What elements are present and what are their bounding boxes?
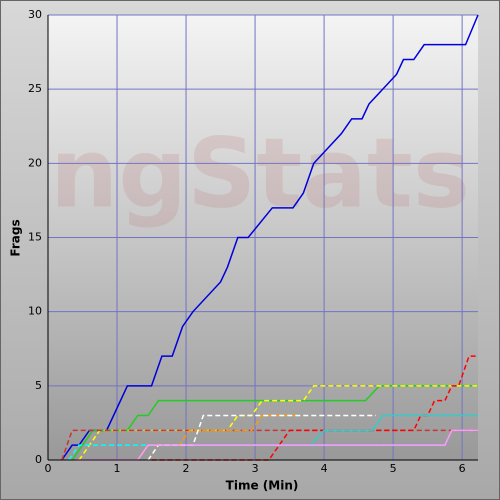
y-tick-label: 30 — [28, 8, 42, 21]
y-tick-label: 0 — [35, 453, 42, 466]
series-line — [61, 14, 479, 461]
series-line — [61, 429, 478, 461]
y-axis-label: Frags — [9, 219, 23, 256]
x-tick-label: 3 — [252, 462, 259, 475]
x-tick-label: 5 — [390, 462, 397, 475]
watermark: ngStats — [50, 117, 470, 229]
x-axis-label: Time (Min) — [226, 479, 299, 493]
y-tick-label: 5 — [35, 379, 42, 392]
y-tick-label: 10 — [28, 305, 42, 318]
y-tick-label: 25 — [28, 82, 42, 95]
x-tick-label: 4 — [321, 462, 328, 475]
series-line — [309, 414, 478, 446]
y-tick-label: 20 — [28, 156, 42, 169]
x-tick-label: 6 — [459, 462, 466, 475]
x-tick-label: 1 — [114, 462, 121, 475]
y-tick-label: 15 — [28, 231, 42, 244]
grid — [47, 14, 478, 461]
series — [61, 14, 479, 461]
x-tick-label: 2 — [183, 462, 190, 475]
x-tick-label: 0 — [45, 462, 52, 475]
